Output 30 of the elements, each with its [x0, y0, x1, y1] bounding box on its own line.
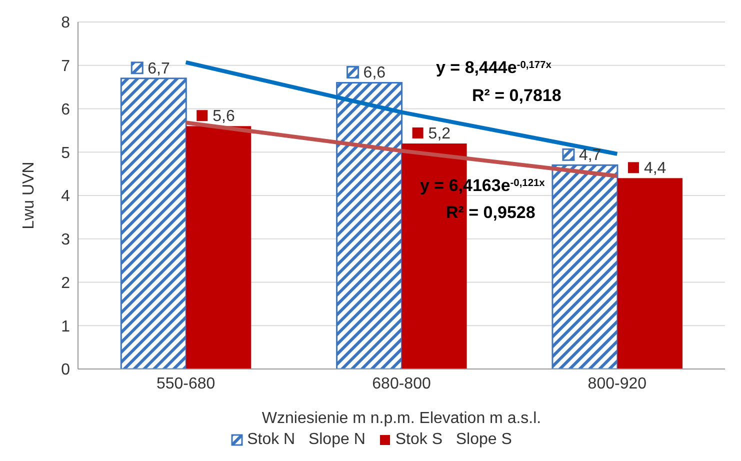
y-tick-label: 0: [61, 362, 70, 379]
legend-label: Stok N Slope N: [246, 431, 366, 449]
bar: [336, 82, 403, 369]
y-tick-label: 8: [61, 14, 70, 32]
data-label: 5,2: [428, 125, 451, 142]
annotation: R² = 0,7818: [472, 86, 562, 105]
y-tick-label: 3: [61, 232, 70, 249]
data-label: 4,4: [644, 160, 666, 178]
bar: [617, 178, 682, 369]
x-tick-label: 800-920: [588, 375, 647, 392]
bar: [552, 164, 618, 369]
data-label: 6,6: [363, 64, 386, 82]
data-label: 6,7: [148, 60, 170, 78]
y-tick-label: 1: [61, 318, 70, 336]
x-tick-label: 680-800: [372, 375, 431, 392]
y-tick-label: 4: [61, 188, 70, 206]
bar: [120, 78, 187, 369]
data-label: 4,7: [578, 147, 602, 164]
y-tick-label: 6: [61, 101, 70, 118]
bar: [186, 126, 252, 369]
data-label: 5,6: [212, 108, 235, 126]
annotation: y = 8,444e$^{-0,177x}$: [436, 58, 552, 77]
legend-label: Stok S Slope S: [394, 431, 512, 449]
y-tick-label: 2: [61, 274, 70, 292]
annotation: R² = 0,9528: [446, 203, 536, 222]
y-tick-label: 7: [61, 58, 70, 76]
y-tick-label: 5: [61, 144, 70, 162]
y-axis-title: Lwu UVN: [20, 162, 38, 230]
x-tick-label: 550-680: [156, 375, 216, 392]
x-axis-title: Wzniesienie m n.p.m. Elevation m a.s.l.: [262, 410, 542, 427]
